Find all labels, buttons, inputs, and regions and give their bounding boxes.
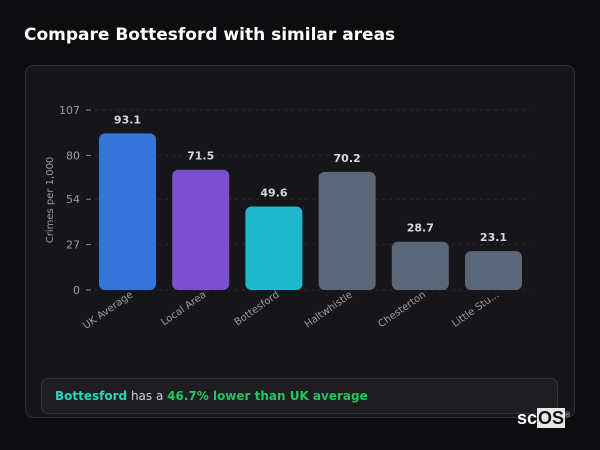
bar <box>318 171 376 290</box>
x-tick-label: UK Average <box>81 289 135 331</box>
data-label: 49.6 <box>260 187 287 200</box>
x-tick-label: Bottesford <box>233 289 282 328</box>
y-tick-label: 27 <box>66 239 80 252</box>
summary-text: has a <box>127 389 168 403</box>
data-label: 70.2 <box>334 152 361 165</box>
y-tick-label: 0 <box>73 284 80 297</box>
data-label: 28.7 <box>407 222 434 235</box>
bar <box>99 133 156 290</box>
x-tick-label: Little Stu... <box>450 289 501 329</box>
y-tick-label: 107 <box>59 104 80 117</box>
y-tick-label: 80 <box>66 149 80 162</box>
data-label: 71.5 <box>187 150 214 163</box>
comparison-summary: Bottesford has a 46.7% lower than UK ave… <box>41 378 558 414</box>
x-tick-label: Chesterton <box>376 289 428 330</box>
y-axis-label: Crimes per 1,000 <box>45 157 56 244</box>
area-name: Bottesford <box>55 389 128 403</box>
bar <box>465 251 522 290</box>
page-title: Compare Bottesford with similar areas <box>24 25 396 45</box>
x-tick-label: Local Area <box>159 289 208 328</box>
data-label: 23.1 <box>480 231 507 244</box>
comparison-value: 46.7% lower than UK average <box>167 389 368 403</box>
y-tick-label: 54 <box>66 193 80 206</box>
data-label: 93.1 <box>114 113 141 126</box>
scos-logo: scOS® <box>517 408 571 428</box>
x-tick-label: Haltwhistle <box>303 289 355 330</box>
bar <box>245 206 303 290</box>
bar <box>172 169 230 290</box>
bar <box>391 241 449 290</box>
